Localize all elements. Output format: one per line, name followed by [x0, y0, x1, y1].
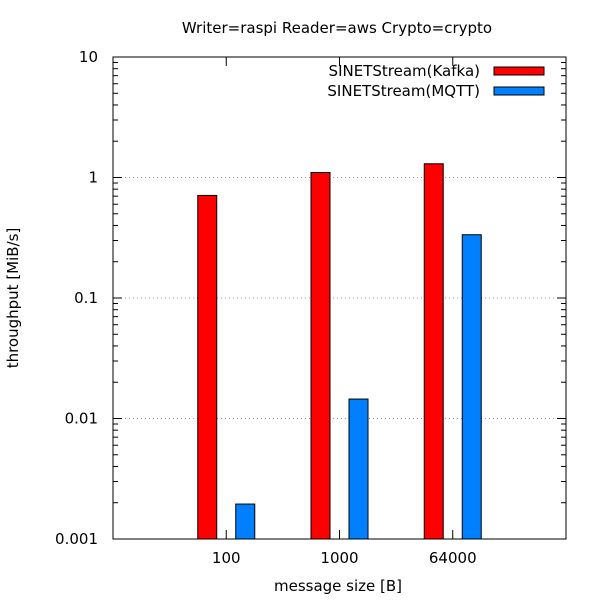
- legend-label: SINETStream(Kafka): [329, 62, 480, 80]
- x-tick-label: 64000: [429, 549, 477, 567]
- plot-frame: [112, 56, 567, 540]
- x-axis-label: message size [B]: [274, 577, 402, 595]
- legend-swatch: [493, 86, 545, 96]
- y-tick-label: 10: [79, 48, 98, 66]
- chart-title: Writer=raspi Reader=aws Crypto=crypto: [182, 19, 492, 37]
- x-axis-ticks: 100 1000 64000: [212, 57, 477, 567]
- x-tick-label: 100: [212, 549, 241, 567]
- legend-swatch: [493, 66, 545, 76]
- bars: [197, 163, 482, 540]
- x-tick-label: 1000: [320, 549, 358, 567]
- y-tick-label: 0.1: [74, 289, 98, 307]
- y-tick-label: 1: [88, 169, 98, 187]
- y-tick-label: 0.01: [65, 410, 98, 428]
- legend-label: SINETStream(MQTT): [327, 82, 480, 100]
- y-axis-ticks: 0.001 0.01 0.1 1 10: [55, 48, 566, 548]
- legend: SINETStream(Kafka) SINETStream(MQTT): [327, 62, 545, 100]
- bar-kafka-100: [197, 194, 218, 540]
- bar-kafka-1000: [310, 172, 331, 540]
- y-axis-label: throughput [MiB/s]: [4, 228, 22, 369]
- bar-mqtt-64000: [461, 234, 482, 540]
- grid: [113, 177, 566, 419]
- bar-kafka-64000: [423, 163, 444, 540]
- y-tick-label: 0.001: [55, 530, 98, 548]
- bar-mqtt-100: [235, 503, 256, 540]
- bar-mqtt-1000: [348, 398, 369, 540]
